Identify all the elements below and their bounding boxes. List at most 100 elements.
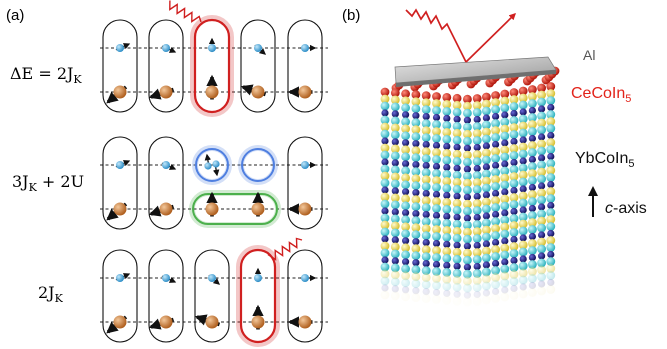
atom [482,204,491,214]
site-box [102,19,138,113]
atom [491,168,500,177]
atom [411,125,421,135]
atom [538,154,546,162]
atom [500,131,510,141]
atom [442,100,452,109]
atom [432,197,441,206]
large-spin-ball [298,315,312,329]
atom [473,213,481,222]
atom [546,110,556,119]
atom [443,240,451,248]
atom [472,108,482,117]
atom [528,85,537,94]
atom [442,184,452,193]
atom [482,127,491,137]
atom [381,256,389,264]
small-spin-ball [212,160,220,168]
atom [547,229,555,238]
atom [509,123,519,132]
atom [463,242,471,250]
atom [537,244,546,254]
atom [491,252,500,261]
atom [411,97,421,107]
atom [421,168,431,178]
atom [391,138,399,146]
atom [528,141,537,150]
atom [501,139,509,147]
atom [482,232,491,242]
large-spin-ball [159,315,173,329]
atom [528,232,537,241]
small-spin-ball [301,161,309,169]
atom [412,238,420,246]
atom [538,133,546,141]
atom [463,214,471,222]
atom [463,234,472,244]
atom [411,132,421,142]
atom [528,106,537,115]
atom [472,248,482,257]
atom [463,157,472,167]
atom [509,88,519,97]
atom [390,102,400,112]
atom [463,263,471,271]
atom [463,122,472,132]
atom [500,250,510,260]
atom [500,166,510,176]
atom [411,223,421,233]
atom [452,149,462,159]
atom [500,201,510,211]
small-spin-ball [162,274,170,282]
atom [463,144,471,152]
atom [492,161,500,170]
atom [432,218,441,227]
atom [421,147,431,157]
atom [510,137,518,146]
atom [546,208,556,217]
highlight-red-box [193,18,231,114]
atom [421,196,431,206]
atom [421,98,431,107]
atom [443,142,451,150]
atom [452,226,462,236]
atom [518,170,528,180]
panel-a-label: (a) [6,7,24,24]
atom [381,207,389,215]
atom [538,203,546,211]
atom [510,256,518,265]
atom [452,177,462,187]
atom [432,113,441,122]
atom [412,259,420,267]
energy-label-row1: ΔE = 2JK [10,64,82,86]
atom [390,172,400,182]
atom [452,233,462,243]
atom [500,180,510,190]
atom [473,143,481,152]
c-axis-label: c-axis [605,200,647,217]
atom [411,153,421,163]
atom [391,187,399,195]
atom [401,89,410,99]
atom [432,134,441,143]
atom [443,114,451,122]
atom [528,246,537,255]
large-spin-ball [251,85,265,99]
atom [411,244,421,254]
atom [492,259,500,268]
atom [491,98,500,107]
small-spin-ball [204,162,212,170]
atom [390,130,400,140]
atom [546,117,556,126]
atom [453,115,461,123]
atom [381,158,389,166]
atom [492,238,500,247]
atom [473,164,481,173]
site-box [102,249,138,343]
atom [491,126,500,135]
atom [401,194,410,204]
atom [432,204,441,213]
atom [421,224,431,234]
atom [491,175,500,184]
atom [402,160,410,168]
atom [432,211,441,220]
